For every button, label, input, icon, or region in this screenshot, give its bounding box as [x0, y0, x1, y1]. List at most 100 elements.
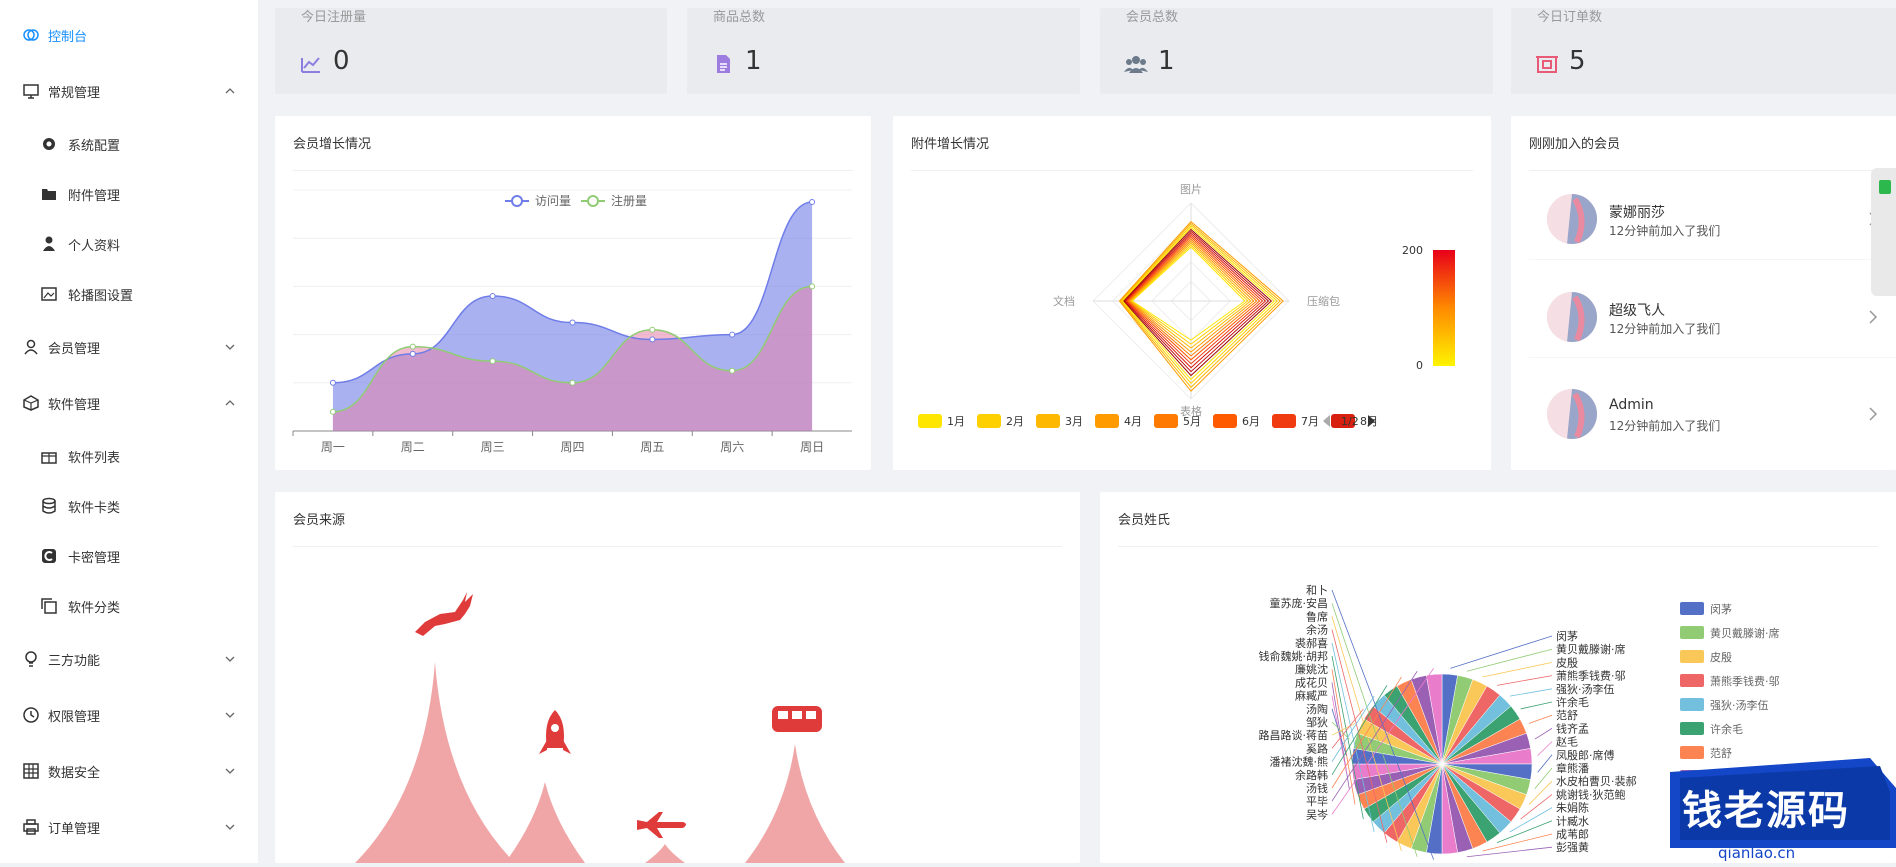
sidebar-item[interactable]: 软件管理 — [0, 378, 258, 428]
pie-label: 成花贝 — [1295, 676, 1328, 689]
sidebar-item[interactable]: 软件列表 — [0, 431, 258, 481]
printer-icon — [22, 818, 40, 836]
stat-card-products: 商品总数 1 — [687, 8, 1080, 94]
user-icon — [40, 235, 58, 253]
visual-map-max: 200 — [1402, 244, 1423, 257]
data-point — [329, 379, 336, 386]
pie-leader-line — [1331, 695, 1347, 773]
chevron-down-icon — [224, 765, 236, 777]
sidebar-item[interactable]: 软件分类 — [0, 581, 258, 631]
pie-leader-line — [1496, 675, 1553, 686]
pie-leader-line — [1331, 668, 1434, 815]
radar-indicator: 文档 — [1053, 294, 1075, 308]
member-item[interactable]: 蒙娜丽莎 12分钟前加入了我们 — [1529, 180, 1896, 260]
radar-series — [1121, 226, 1276, 381]
sidebar-item-label: 软件分类 — [68, 600, 121, 616]
legend-label: 6月 — [1242, 415, 1260, 428]
radar-series — [1123, 230, 1270, 373]
data-point — [409, 350, 416, 357]
sidebar-item-label: 软件卡类 — [68, 500, 121, 516]
radar-series — [1118, 220, 1284, 392]
pie-label: 水皮柏曹贝·裴郝 — [1556, 774, 1637, 788]
divider — [1529, 170, 1878, 171]
sidebar-item[interactable]: 控制台 — [0, 10, 258, 60]
pie-label: 皮殷 — [1556, 656, 1578, 669]
member-growth-chart: 周一 周二 周三 周四 周五 周六 周日 访问量 注册量 — [292, 189, 852, 454]
sidebar-item-label: 三方功能 — [48, 653, 101, 669]
recent-members-card: 刚刚加入的会员 蒙娜丽莎 12分钟前加入了我们 超级飞人 12分钟前加入了我们 … — [1511, 116, 1896, 470]
legend-swatch — [1680, 602, 1704, 615]
pie-label: 吴岑 — [1306, 808, 1328, 821]
radar-series — [1128, 240, 1255, 353]
sidebar-item[interactable]: 数据安全 — [0, 746, 258, 796]
sidebar-item[interactable]: 个人资料 — [0, 219, 258, 269]
image-icon — [40, 285, 58, 303]
sidebar-item[interactable]: 附件管理 — [0, 169, 258, 219]
sidebar-item[interactable]: 软件卡类 — [0, 481, 258, 531]
main-content: 今日注册量 0 商品总数 1 会员总数 1 今日订单数 5 会员增长情况 周一周… — [258, 0, 1896, 863]
legend-swatch — [1213, 414, 1237, 428]
sidebar-item-label: 权限管理 — [48, 709, 101, 725]
folder-icon — [40, 185, 58, 203]
member-surname-pie-chart: 闵茅黄贝戴滕谢·席皮殷萧熊季钱费·邬强狄·汤李伍许余毛范舒钱齐孟赵毛凤殷郎·席傅… — [1259, 584, 1780, 860]
pie-leader-line — [1331, 676, 1402, 789]
pie-leader-line — [1331, 642, 1375, 832]
sidebar-item[interactable]: 常规管理 — [0, 66, 258, 116]
airplane-icon — [637, 812, 686, 838]
data-point — [729, 367, 736, 374]
avatar — [1547, 194, 1597, 244]
pie-label: 强狄·汤李伍 — [1556, 682, 1615, 696]
console-icon — [22, 26, 40, 44]
legend-label: 5月 — [1183, 415, 1201, 428]
sidebar-item[interactable]: 会员管理 — [0, 322, 258, 372]
stat-value: 1 — [745, 46, 762, 76]
sidebar-item-label: 订单管理 — [48, 821, 101, 837]
pie-leader-line — [1331, 616, 1402, 852]
legend-label: 皮殷 — [1710, 651, 1732, 664]
radar-indicator: 表格 — [1180, 404, 1202, 418]
floating-widget[interactable] — [1871, 168, 1896, 296]
x-tick-label: 周五 — [640, 440, 664, 454]
pie-label: 朱娟陈 — [1556, 801, 1589, 815]
legend-label: 黄贝戴滕谢·席 — [1710, 626, 1780, 640]
radar-series — [1122, 228, 1273, 377]
stat-card-today-registrations: 今日注册量 0 — [275, 8, 667, 94]
sidebar-item[interactable]: 三方功能 — [0, 634, 258, 684]
data-point — [489, 293, 496, 300]
sidebar-item[interactable]: 卡密管理 — [0, 531, 258, 581]
legend-swatch — [1680, 626, 1704, 639]
member-item[interactable]: Admin 12分钟前加入了我们 — [1529, 375, 1896, 455]
card-title: 会员姓氏 — [1118, 513, 1171, 528]
radar-series — [1124, 232, 1267, 369]
member-source-card: 会员来源 — [275, 492, 1080, 863]
pie-leader-line — [1466, 648, 1553, 672]
pie-label: 平毕 — [1306, 795, 1328, 808]
copy-icon — [40, 597, 58, 615]
pie-label: 钱俞魏姚·胡邦 — [1259, 649, 1329, 663]
sidebar-item[interactable]: 轮播图设置 — [0, 269, 258, 319]
pie-leader-line — [1331, 603, 1418, 857]
pie-label: 余汤 — [1306, 623, 1328, 637]
legend-swatch — [977, 414, 1001, 428]
stat-card-today-orders: 今日订单数 5 — [1511, 8, 1896, 94]
pie-leader-line — [1331, 589, 1435, 860]
rocket-icon — [539, 710, 571, 754]
pie-leader-line — [1331, 629, 1388, 843]
legend-marker — [511, 195, 523, 207]
member-item[interactable]: 超级飞人 12分钟前加入了我们 — [1529, 278, 1896, 358]
source-spike — [745, 744, 845, 863]
pie-leader-line — [1331, 671, 1418, 802]
pie-label: 钱齐孟 — [1556, 721, 1589, 735]
pie-label: 奚路 — [1306, 742, 1328, 755]
sidebar-item-label: 系统配置 — [68, 138, 121, 154]
sidebar-item[interactable]: 系统配置 — [0, 119, 258, 169]
sidebar-item[interactable]: 权限管理 — [0, 690, 258, 740]
sidebar-item-label: 常规管理 — [48, 85, 101, 101]
visual-map-min: 0 — [1416, 359, 1423, 372]
stat-value: 1 — [1158, 46, 1175, 76]
pie-label: 范舒 — [1556, 708, 1578, 722]
sidebar-item[interactable]: 订单管理 — [0, 802, 258, 852]
radar-series — [1126, 236, 1261, 361]
source-spike — [645, 844, 685, 863]
pie-label: 萧熊季钱费·邬 — [1556, 669, 1626, 683]
